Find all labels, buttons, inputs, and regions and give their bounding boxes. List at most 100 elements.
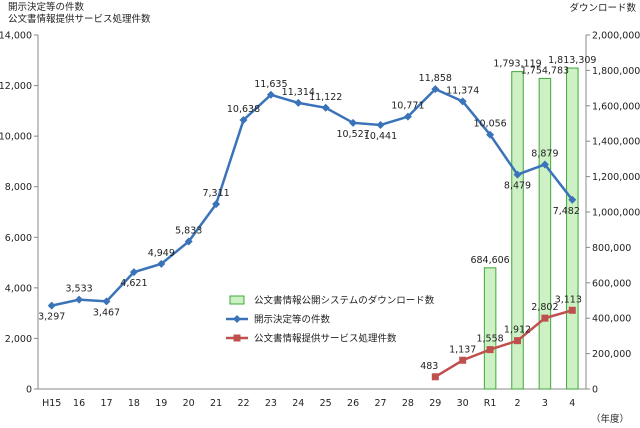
disclosure-point — [294, 98, 303, 107]
legend-square-marker — [233, 334, 241, 342]
disclosure-point — [212, 200, 221, 209]
right-tick-label: 200,000 — [592, 349, 631, 360]
disclosure-point-label: 8,879 — [531, 148, 558, 159]
right-tick-label: 400,000 — [592, 314, 631, 325]
x-tick-label: 28 — [402, 398, 414, 409]
legend-label: 公文書情報公開システムのダウンロード数 — [254, 295, 435, 307]
x-tick-label: 18 — [128, 398, 140, 409]
x-tick-label: 26 — [347, 398, 359, 409]
download-bar-label: 1,813,309 — [548, 55, 596, 66]
disclosure-point — [349, 118, 358, 127]
disclosure-point-label: 11,314 — [282, 87, 315, 98]
disclosure-point-label: 8,479 — [504, 181, 531, 192]
x-tick-label: 16 — [73, 398, 85, 409]
service-point — [431, 373, 439, 381]
download-bar-label: 684,606 — [470, 255, 509, 266]
disclosure-point-label: 5,833 — [175, 226, 202, 237]
right-tick-label: 1,200,000 — [592, 172, 640, 183]
disclosure-point — [184, 237, 193, 246]
disclosure-point — [568, 195, 577, 204]
x-tick-label: 17 — [100, 398, 112, 409]
x-axis-title: （年度） — [591, 413, 629, 425]
service-point-label: 2,802 — [531, 302, 558, 313]
x-tick-label: 29 — [429, 398, 441, 409]
x-tick-label: 30 — [457, 398, 469, 409]
service-point-label: 483 — [420, 361, 438, 372]
legend-label: 公文書情報提供サービス処理件数 — [254, 333, 397, 345]
x-tick-label: 19 — [155, 398, 167, 409]
disclosure-point — [157, 259, 166, 268]
legend-diamond-marker — [233, 315, 241, 323]
left-tick-label: 12,000 — [0, 81, 32, 92]
disclosure-point — [321, 103, 330, 112]
left-tick-label: 0 — [26, 385, 32, 396]
right-tick-label: 1,400,000 — [592, 137, 640, 148]
left-tick-label: 10,000 — [0, 132, 32, 143]
x-tick-label: 3 — [542, 398, 548, 409]
x-tick-label: 2 — [514, 398, 520, 409]
service-point — [486, 346, 494, 354]
service-point-label: 3,113 — [555, 294, 582, 305]
disclosure-point-label: 10,638 — [227, 104, 260, 115]
service-point-label: 1,137 — [449, 344, 476, 355]
disclosure-point — [239, 116, 248, 125]
left-tick-label: 4,000 — [5, 283, 32, 294]
service-point-label: 1,912 — [504, 325, 531, 336]
x-tick-label: 24 — [292, 398, 304, 409]
x-tick-label: 20 — [183, 398, 195, 409]
disclosure-point — [540, 160, 549, 169]
disclosure-point-label: 4,949 — [148, 248, 175, 259]
disclosure-point-label: 3,533 — [65, 284, 92, 295]
disclosure-point-label: 10,771 — [391, 101, 424, 112]
x-tick-label: 25 — [320, 398, 332, 409]
disclosure-point-label: 10,441 — [364, 131, 397, 142]
service-line — [434, 309, 573, 378]
disclosure-point — [266, 90, 275, 99]
x-tick-label: 22 — [237, 398, 249, 409]
download-bar-label: 1,793,119 — [493, 59, 541, 70]
right-tick-label: 1,000,000 — [592, 208, 640, 219]
legend-bar-swatch — [229, 295, 245, 305]
disclosure-point-label: 7,311 — [202, 188, 229, 199]
disclosure-point-label: 4,621 — [120, 278, 147, 289]
right-tick-label: 600,000 — [592, 278, 631, 289]
service-point — [568, 306, 576, 314]
service-point — [514, 337, 521, 345]
disclosure-point-label: 10,527 — [336, 129, 369, 140]
right-tick-label: 800,000 — [592, 243, 631, 254]
disclosure-point-label: 3,467 — [93, 307, 120, 318]
x-tick-label: H15 — [42, 398, 61, 409]
right-axis-title: ダウンロード数 — [569, 2, 636, 14]
disclosure-line — [51, 87, 574, 307]
disclosure-point — [75, 295, 84, 304]
left-tick-label: 8,000 — [5, 182, 32, 193]
disclosure-point — [129, 268, 138, 277]
right-tick-label: 0 — [592, 385, 598, 396]
service-point — [459, 356, 467, 364]
left-tick-label: 6,000 — [5, 233, 32, 244]
disclosure-point — [102, 297, 111, 306]
x-tick-label: 4 — [569, 398, 575, 409]
right-tick-label: 1,600,000 — [592, 101, 640, 112]
disclosure-point-label: 10,056 — [473, 119, 506, 130]
left-axis-title-line-1: 開示決定等の件数 — [8, 1, 85, 13]
left-tick-label: 14,000 — [0, 31, 32, 42]
right-tick-label: 2,000,000 — [592, 31, 640, 42]
download-bar — [511, 71, 524, 390]
disclosure-point — [376, 120, 385, 129]
disclosure-point-label: 11,858 — [419, 73, 452, 84]
disclosure-point-label: 11,122 — [309, 92, 342, 103]
disclosure-point-label: 3,297 — [38, 312, 65, 323]
service-point — [541, 314, 549, 322]
download-bar — [538, 77, 552, 390]
disclosure-point — [458, 97, 467, 106]
disclosure-point — [431, 85, 440, 94]
right-tick-label: 1,800,000 — [592, 66, 640, 77]
download-bar — [483, 267, 497, 390]
disclosure-point — [486, 130, 495, 139]
disclosure-point-label: 11,374 — [446, 85, 479, 96]
disclosure-point — [47, 301, 56, 310]
x-tick-label: 27 — [374, 398, 386, 409]
disclosure-point — [403, 112, 412, 121]
